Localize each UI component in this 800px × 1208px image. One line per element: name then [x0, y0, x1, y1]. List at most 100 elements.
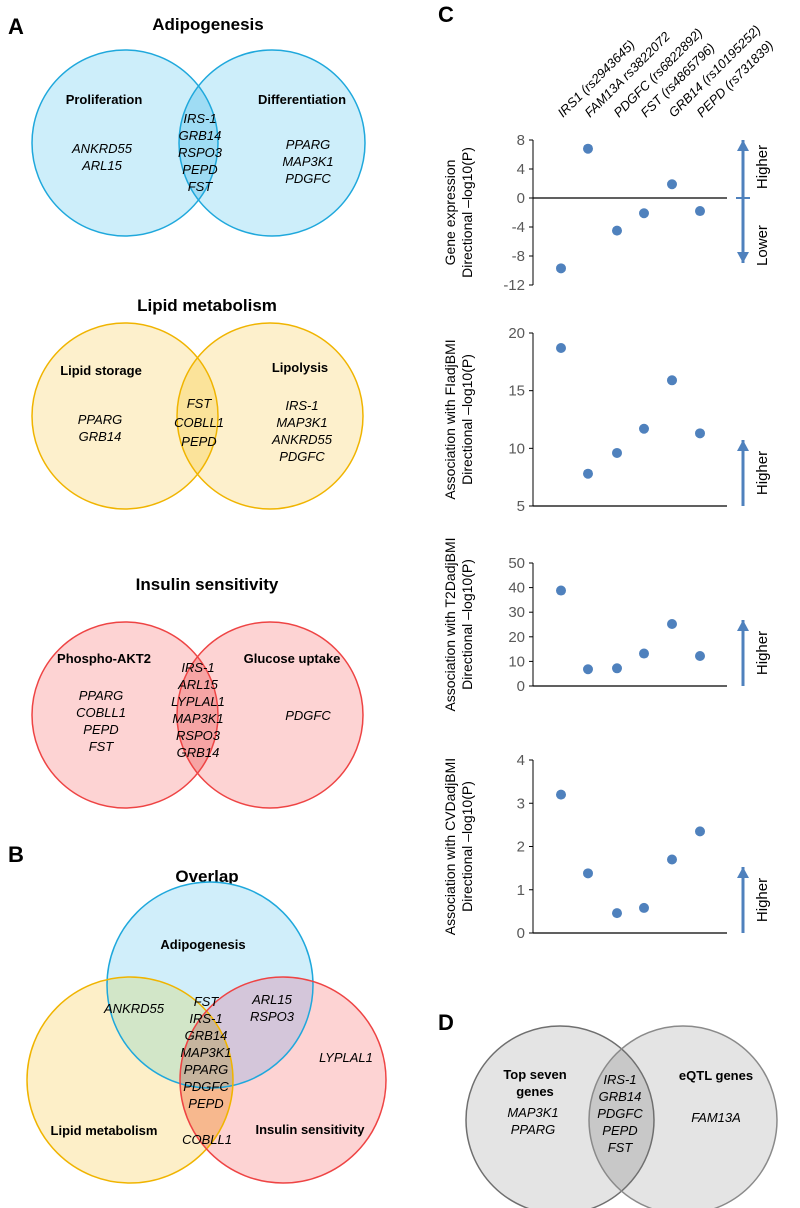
gene-label: FST [89, 739, 115, 754]
genes-glucose-uptake-only: PDGFC [285, 708, 331, 723]
y-tick-label: 1 [517, 882, 525, 899]
y-tick-label: 40 [508, 580, 525, 597]
gene-label: GRB14 [599, 1089, 642, 1104]
genes-adipo-insulin: ARL15 RSPO3 [250, 992, 295, 1024]
y-tick-label: 50 [508, 555, 525, 572]
arrow-label-higher: Higher [754, 878, 771, 922]
panel-letter-c: C [438, 2, 454, 27]
y-tick-label: 3 [517, 795, 525, 812]
panel-letter-d: D [438, 1010, 454, 1035]
gene-label: FST [188, 179, 214, 194]
genes-eqtl-overlap: IRS-1 GRB14 PDGFC PEPD FST [597, 1072, 643, 1155]
gene-label: IRS-1 [285, 398, 318, 413]
gene-label: GRB14 [79, 429, 122, 444]
genes-eqtl-only: FAM13A [691, 1110, 741, 1125]
y-tick-label: 4 [517, 752, 525, 769]
label-lipolysis: Lipolysis [272, 360, 328, 375]
data-point [583, 143, 593, 154]
data-point [556, 263, 566, 274]
gene-label: PDGFC [597, 1106, 643, 1121]
gene-label: RSPO3 [176, 728, 221, 743]
arrow-label-lower: Lower [754, 225, 771, 266]
genes-lipid-overlap: FST COBLL1 PEPD [174, 396, 224, 449]
chart-3: 4 3 2 1 0 Association with CVDadjBMI Direction… [442, 752, 771, 942]
label-top-seven-2: genes [516, 1084, 554, 1099]
data-point [667, 854, 677, 865]
gene-label: PEPD [182, 162, 217, 177]
label-overlap-lipid: Lipid metabolism [51, 1123, 158, 1138]
genes-all-three: FST IRS-1 GRB14 MAP3K1 PPARG PDGFC PEPD [180, 994, 231, 1111]
data-point [556, 342, 566, 353]
gene-label: GRB14 [177, 745, 220, 760]
gene-label: RSPO3 [250, 1009, 295, 1024]
data-point [695, 206, 705, 217]
y-tick-label: 10 [508, 653, 525, 670]
y-axis-title-line1: Gene expression [442, 160, 458, 266]
gene-label: MAP3K1 [180, 1045, 231, 1060]
gene-label: COBLL1 [76, 705, 126, 720]
gene-label: PPARG [78, 412, 123, 427]
gene-label: LYPLAL1 [319, 1050, 373, 1065]
panel-letter-a: A [8, 14, 24, 39]
venn-insulin-sensitivity: Insulin sensitivity Phospho-AKT2 Glucose… [31, 575, 364, 809]
y-tick-label: 2 [517, 839, 525, 856]
y-axis-title-line1: Association with FIadjBMI [442, 339, 458, 499]
label-proliferation: Proliferation [66, 92, 143, 107]
gene-label: IRS-1 [183, 111, 216, 126]
y-tick-label: 0 [517, 925, 525, 942]
gene-label: MAP3K1 [282, 154, 333, 169]
chart-0: 8 4 0 -4 -8 -12 Gene expression Directional –lo… [442, 132, 771, 294]
y-tick-label: 20 [508, 629, 525, 646]
gene-label: MAP3K1 [172, 711, 223, 726]
gene-label: PDGFC [279, 449, 325, 464]
gene-label: PDGFC [285, 171, 331, 186]
gene-label: PPARG [184, 1062, 229, 1077]
chart-2: 50 40 30 20 10 0 Association with T2DadjBMI Dir… [442, 537, 771, 711]
venn-title-lipid: Lipid metabolism [137, 296, 277, 315]
genes-insulin-only: LYPLAL1 [319, 1050, 373, 1065]
data-point [695, 826, 705, 837]
genes-lipid-insulin: COBLL1 [182, 1132, 232, 1147]
gene-label: PEPD [602, 1123, 637, 1138]
gene-label: MAP3K1 [276, 415, 327, 430]
gene-label: ANKRD55 [271, 432, 333, 447]
y-tick-label: 5 [517, 498, 525, 515]
data-point [556, 585, 566, 596]
arrow-down-head [737, 252, 749, 263]
genes-top-seven-only: MAP3K1 PPARG [507, 1105, 558, 1137]
arrow-label-higher: Higher [754, 145, 771, 189]
label-overlap-adipogenesis: Adipogenesis [160, 937, 245, 952]
arrow-label-higher: Higher [754, 631, 771, 675]
gene-label: GRB14 [185, 1028, 228, 1043]
gene-label: PPARG [286, 137, 331, 152]
label-glucose-uptake: Glucose uptake [244, 651, 341, 666]
gene-label: FST [187, 396, 213, 411]
gene-label: RSPO3 [178, 145, 223, 160]
y-tick-label: -12 [503, 277, 525, 294]
venn-title-overlap: Overlap [175, 867, 238, 886]
data-point [695, 650, 705, 661]
data-point [612, 908, 622, 919]
data-point [667, 375, 677, 386]
y-tick-label: -8 [512, 248, 525, 265]
y-tick-label: -4 [512, 219, 525, 236]
panel-letter-b: B [8, 842, 24, 867]
circle-differentiation [179, 50, 365, 236]
arrow-up-head [737, 867, 749, 878]
data-point [667, 619, 677, 630]
circle-lipid-storage [32, 323, 218, 509]
y-axis-title-line2: Directional –log10(P) [459, 354, 475, 485]
genes-adipogenesis-overlap: IRS-1 GRB14 RSPO3 PEPD FST [178, 111, 223, 194]
gene-label: COBLL1 [182, 1132, 232, 1147]
gene-label: PEPD [83, 722, 118, 737]
data-point [639, 648, 649, 659]
gene-label: LYPLAL1 [171, 694, 225, 709]
gene-label: PPARG [79, 688, 124, 703]
gene-label: PDGFC [285, 708, 331, 723]
y-axis-title-line1: Association with CVDadjBMI [442, 758, 458, 935]
circle-phospho-akt2 [32, 622, 218, 808]
gene-label: ARL15 [177, 677, 219, 692]
